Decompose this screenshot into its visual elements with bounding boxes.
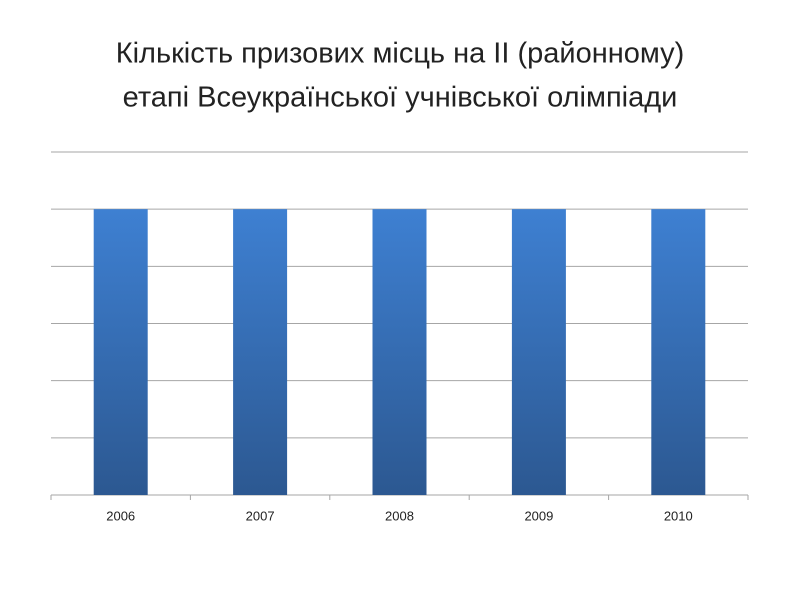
- bar: [372, 209, 427, 495]
- bar: [93, 209, 148, 495]
- x-tick-label: 2009: [524, 508, 553, 523]
- x-tick-label: 2006: [106, 508, 135, 523]
- x-tick-label: 2007: [246, 508, 275, 523]
- bar: [651, 209, 706, 495]
- x-tick-label: 2010: [664, 508, 693, 523]
- x-tick-label: 2008: [385, 508, 414, 523]
- chart-title: етапі Всеукраїнської учнівської олімпіад…: [123, 82, 678, 114]
- bar: [233, 209, 288, 495]
- bar: [511, 209, 566, 495]
- chart-title: Кількість призових місць на ІІ (районном…: [116, 38, 685, 70]
